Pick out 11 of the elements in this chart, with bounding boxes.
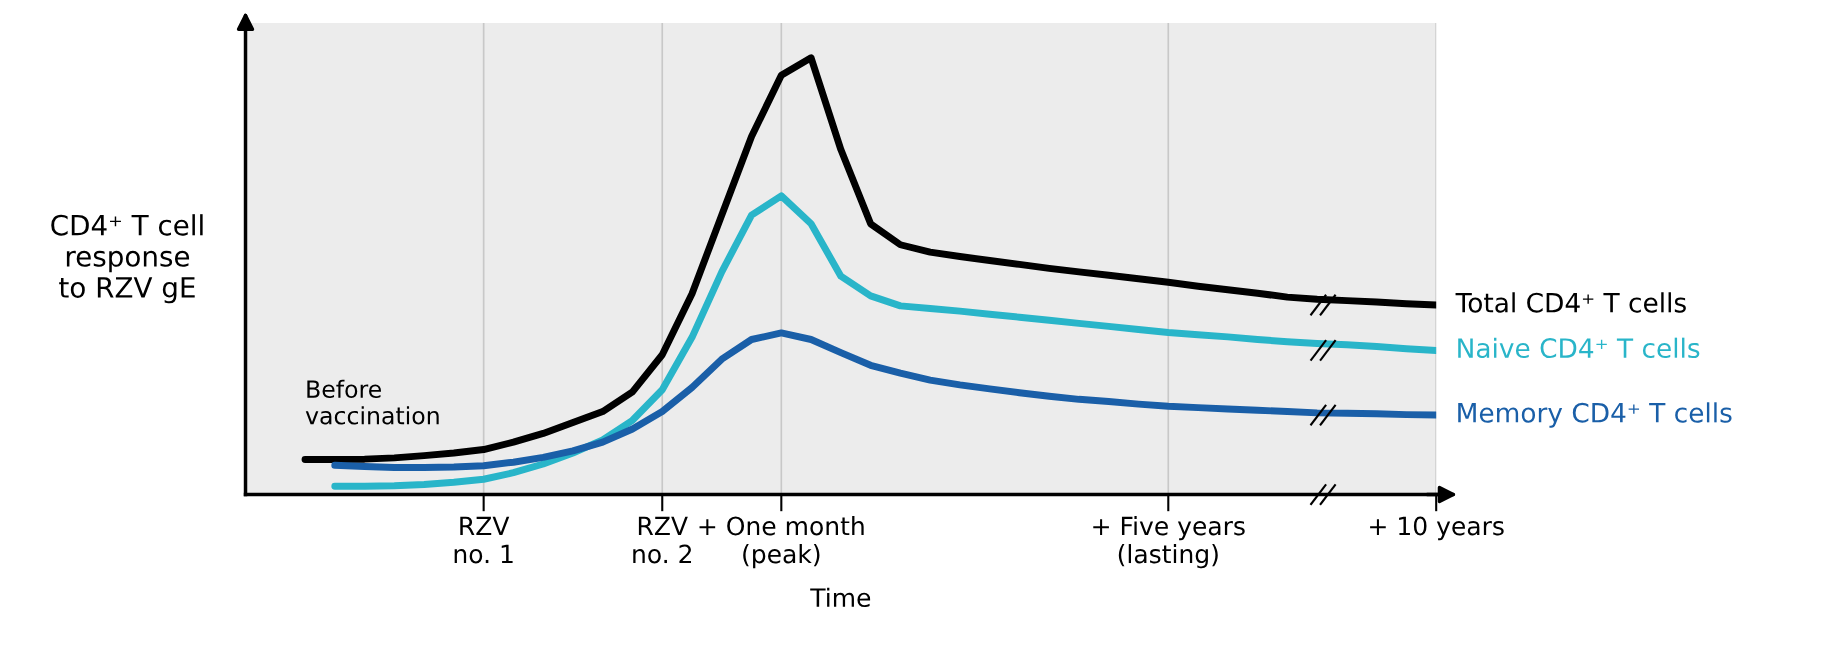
x-axis-title: Time <box>810 587 871 608</box>
x-tick-label: + 10 years <box>1370 516 1504 541</box>
x-tick-label: RZV no. 1 <box>454 516 513 564</box>
annotation: Before vaccination <box>305 379 439 425</box>
x-tick-label: RZV no. 2 <box>633 516 691 564</box>
x-tick-label: + Five years (lasting) <box>1093 516 1245 569</box>
series-label: Total CD4⁺ T cells <box>1455 292 1686 313</box>
y-axis-title: CD4⁺ T cell response to RZV gE <box>51 214 203 304</box>
series-label: Memory CD4⁺ T cells <box>1458 402 1732 428</box>
x-tick-label: + One month (peak) <box>699 516 864 569</box>
series-label: Naive CD4⁺ T cells <box>1458 337 1700 359</box>
